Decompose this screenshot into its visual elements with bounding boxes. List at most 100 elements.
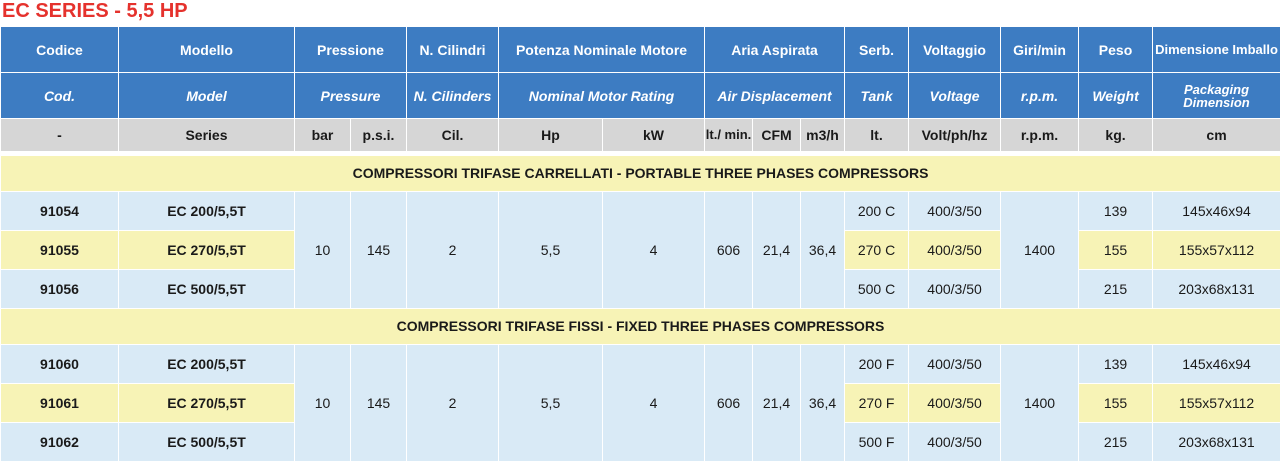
- unit-lt: lt.: [844, 118, 910, 151]
- code-cell: 91055: [0, 229, 119, 270]
- unit-rpm: r.p.m.: [1000, 118, 1080, 151]
- header-nominal-motor: Nominal Motor Rating: [497, 72, 706, 119]
- header-pressure: Pressure: [294, 72, 407, 119]
- tank-cell: 500 C: [844, 268, 910, 309]
- tank-cell: 270 F: [844, 382, 910, 423]
- unit-cil: Cil.: [406, 118, 499, 151]
- header-potenza: Potenza Nominale Motore: [497, 26, 706, 73]
- voltage-cell: 400/3/50: [908, 343, 1002, 384]
- weight-cell: 155: [1078, 229, 1154, 270]
- header-weight: Weight: [1078, 72, 1154, 119]
- compressor-spec-table: Codice Modello Pressione N. Cilindri Pot…: [0, 26, 1280, 462]
- psi-cell: 145: [350, 343, 407, 462]
- code-cell: 91061: [0, 382, 119, 423]
- code-cell: 91054: [0, 190, 119, 231]
- tank-cell: 270 C: [844, 229, 910, 270]
- dimension-cell: 145x46x94: [1152, 343, 1280, 384]
- cfm-cell: 21,4: [752, 190, 802, 309]
- header-model: Model: [118, 72, 295, 119]
- m3h-cell: 36,4: [800, 343, 846, 462]
- dimension-cell: 145x46x94: [1152, 190, 1280, 231]
- weight-cell: 215: [1078, 268, 1154, 309]
- unit-m3h: m3/h: [800, 118, 846, 151]
- header-row-italian: Codice Modello Pressione N. Cilindri Pot…: [0, 26, 1280, 73]
- rpm-cell: 1400: [1000, 190, 1080, 309]
- voltage-cell: 400/3/50: [908, 229, 1002, 270]
- header-peso: Peso: [1078, 26, 1154, 73]
- header-cod: Cod.: [0, 72, 119, 119]
- header-packaging-dimension: Packaging Dimension: [1152, 72, 1280, 119]
- header-codice: Codice: [0, 26, 119, 73]
- header-tank: Tank: [844, 72, 910, 119]
- voltage-cell: 400/3/50: [908, 382, 1002, 423]
- weight-cell: 215: [1078, 421, 1154, 462]
- header-row-english: Cod. Model Pressure N. Cilinders Nominal…: [0, 72, 1280, 119]
- unit-cm: cm: [1152, 118, 1280, 151]
- dimension-cell: 155x57x112: [1152, 229, 1280, 270]
- section-header-portable: COMPRESSORI TRIFASE CARRELLATI - PORTABL…: [0, 154, 1280, 191]
- psi-cell: 145: [350, 190, 407, 309]
- header-voltaggio: Voltaggio: [908, 26, 1002, 73]
- unit-cod: -: [0, 118, 119, 151]
- kw-cell: 4: [601, 190, 706, 309]
- header-aria-aspirata: Aria Aspirata: [704, 26, 846, 73]
- header-rpm: r.p.m.: [1000, 72, 1080, 119]
- header-giri-min: Giri/min: [1000, 26, 1080, 73]
- dimension-cell: 203x68x131: [1152, 268, 1280, 309]
- cfm-cell: 21,4: [752, 343, 802, 462]
- unit-lt-min: lt./ min.: [704, 118, 754, 151]
- voltage-cell: 400/3/50: [908, 190, 1002, 231]
- weight-cell: 155: [1078, 382, 1154, 423]
- lt-min-cell: 606: [704, 343, 754, 462]
- unit-kg: kg.: [1078, 118, 1154, 151]
- unit-series: Series: [118, 118, 295, 151]
- table-row: 91055 EC 270/5,5T 270 C 400/3/50 155 155…: [0, 229, 1280, 270]
- cylinders-cell: 2: [406, 343, 499, 462]
- dimension-cell: 155x57x112: [1152, 382, 1280, 423]
- table-row: 91062 EC 500/5,5T 500 F 400/3/50 215 203…: [0, 421, 1280, 462]
- kw-cell: 4: [601, 343, 706, 462]
- bar-cell: 10: [294, 190, 351, 309]
- weight-cell: 139: [1078, 343, 1154, 384]
- unit-bar: bar: [294, 118, 351, 151]
- code-cell: 91062: [0, 421, 119, 462]
- unit-kw: kW: [601, 118, 706, 151]
- model-cell: EC 500/5,5T: [118, 421, 295, 462]
- tank-cell: 500 F: [844, 421, 910, 462]
- voltage-cell: 400/3/50: [908, 268, 1002, 309]
- hp-cell: 5,5: [498, 343, 603, 462]
- lt-min-cell: 606: [704, 190, 754, 309]
- model-cell: EC 270/5,5T: [118, 382, 295, 423]
- header-n-cilinders: N. Cilinders: [406, 72, 499, 119]
- table-row: 91060 EC 200/5,5T 10 145 2 5,5 4 606 21,…: [0, 343, 1280, 462]
- table-row: 91056 EC 500/5,5T 500 C 400/3/50 215 203…: [0, 268, 1280, 309]
- model-cell: EC 200/5,5T: [118, 343, 295, 384]
- code-cell: 91056: [0, 268, 119, 309]
- tank-cell: 200 F: [844, 343, 910, 384]
- model-cell: EC 200/5,5T: [118, 190, 295, 231]
- page-title: EC SERIES - 5,5 HP: [2, 0, 188, 22]
- unit-psi: p.s.i.: [350, 118, 407, 151]
- hp-cell: 5,5: [498, 190, 603, 309]
- bar-cell: 10: [294, 343, 351, 462]
- unit-volt: Volt/ph/hz: [908, 118, 1002, 151]
- unit-cfm: CFM: [752, 118, 802, 151]
- header-row-units: - Series bar p.s.i. Cil. Hp kW lt./ min.…: [0, 118, 1280, 151]
- tank-cell: 200 C: [844, 190, 910, 231]
- header-modello: Modello: [118, 26, 295, 73]
- header-voltage: Voltage: [908, 72, 1002, 119]
- header-serb: Serb.: [844, 26, 910, 73]
- rpm-cell: 1400: [1000, 343, 1080, 462]
- header-n-cilindri: N. Cilindri: [406, 26, 499, 73]
- section-title: COMPRESSORI TRIFASE CARRELLATI - PORTABL…: [0, 154, 1280, 191]
- table-row: 91061 EC 270/5,5T 270 F 400/3/50 155 155…: [0, 382, 1280, 423]
- model-cell: EC 500/5,5T: [118, 268, 295, 309]
- model-cell: EC 270/5,5T: [118, 229, 295, 270]
- section-title: COMPRESSORI TRIFASE FISSI - FIXED THREE …: [0, 307, 1280, 344]
- header-dimensione-imballo: Dimensione Imballo: [1152, 26, 1280, 73]
- m3h-cell: 36,4: [800, 190, 846, 309]
- voltage-cell: 400/3/50: [908, 421, 1002, 462]
- weight-cell: 139: [1078, 190, 1154, 231]
- code-cell: 91060: [0, 343, 119, 384]
- header-air-displacement: Air Displacement: [704, 72, 846, 119]
